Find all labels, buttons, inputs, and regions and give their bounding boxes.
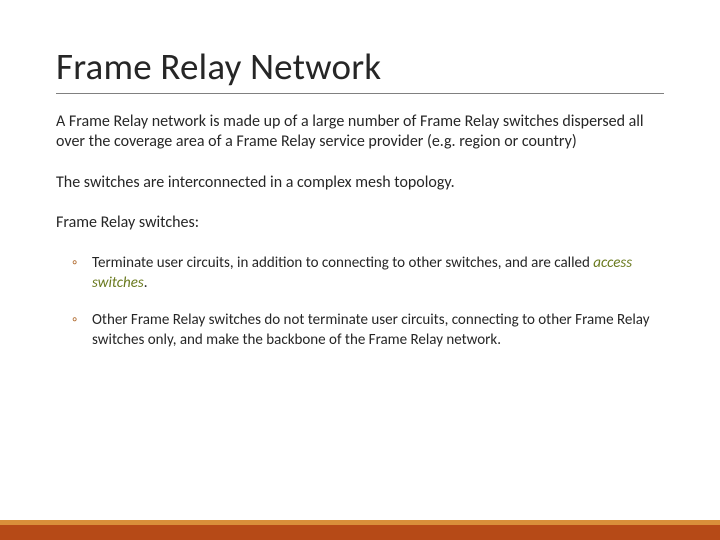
slide: Frame Relay Network A Frame Relay networ… bbox=[0, 0, 720, 540]
paragraph-3: Frame Relay switches: bbox=[56, 213, 664, 233]
bullet-text-pre: Terminate user circuits, in addition to … bbox=[92, 254, 593, 272]
slide-title: Frame Relay Network bbox=[56, 44, 664, 89]
title-underline bbox=[56, 93, 664, 94]
paragraph-2: The switches are interconnected in a com… bbox=[56, 173, 664, 193]
list-item: Other Frame Relay switches do not termin… bbox=[78, 311, 664, 351]
bullet-text-pre: Other Frame Relay switches do not termin… bbox=[92, 311, 650, 349]
list-item: Terminate user circuits, in addition to … bbox=[78, 254, 664, 294]
footer-bar bbox=[0, 520, 720, 540]
footer-stripe-bottom bbox=[0, 525, 720, 540]
bullet-text-post: . bbox=[144, 274, 148, 292]
paragraph-1: A Frame Relay network is made up of a la… bbox=[56, 112, 664, 153]
bullet-list: Terminate user circuits, in addition to … bbox=[56, 254, 664, 351]
